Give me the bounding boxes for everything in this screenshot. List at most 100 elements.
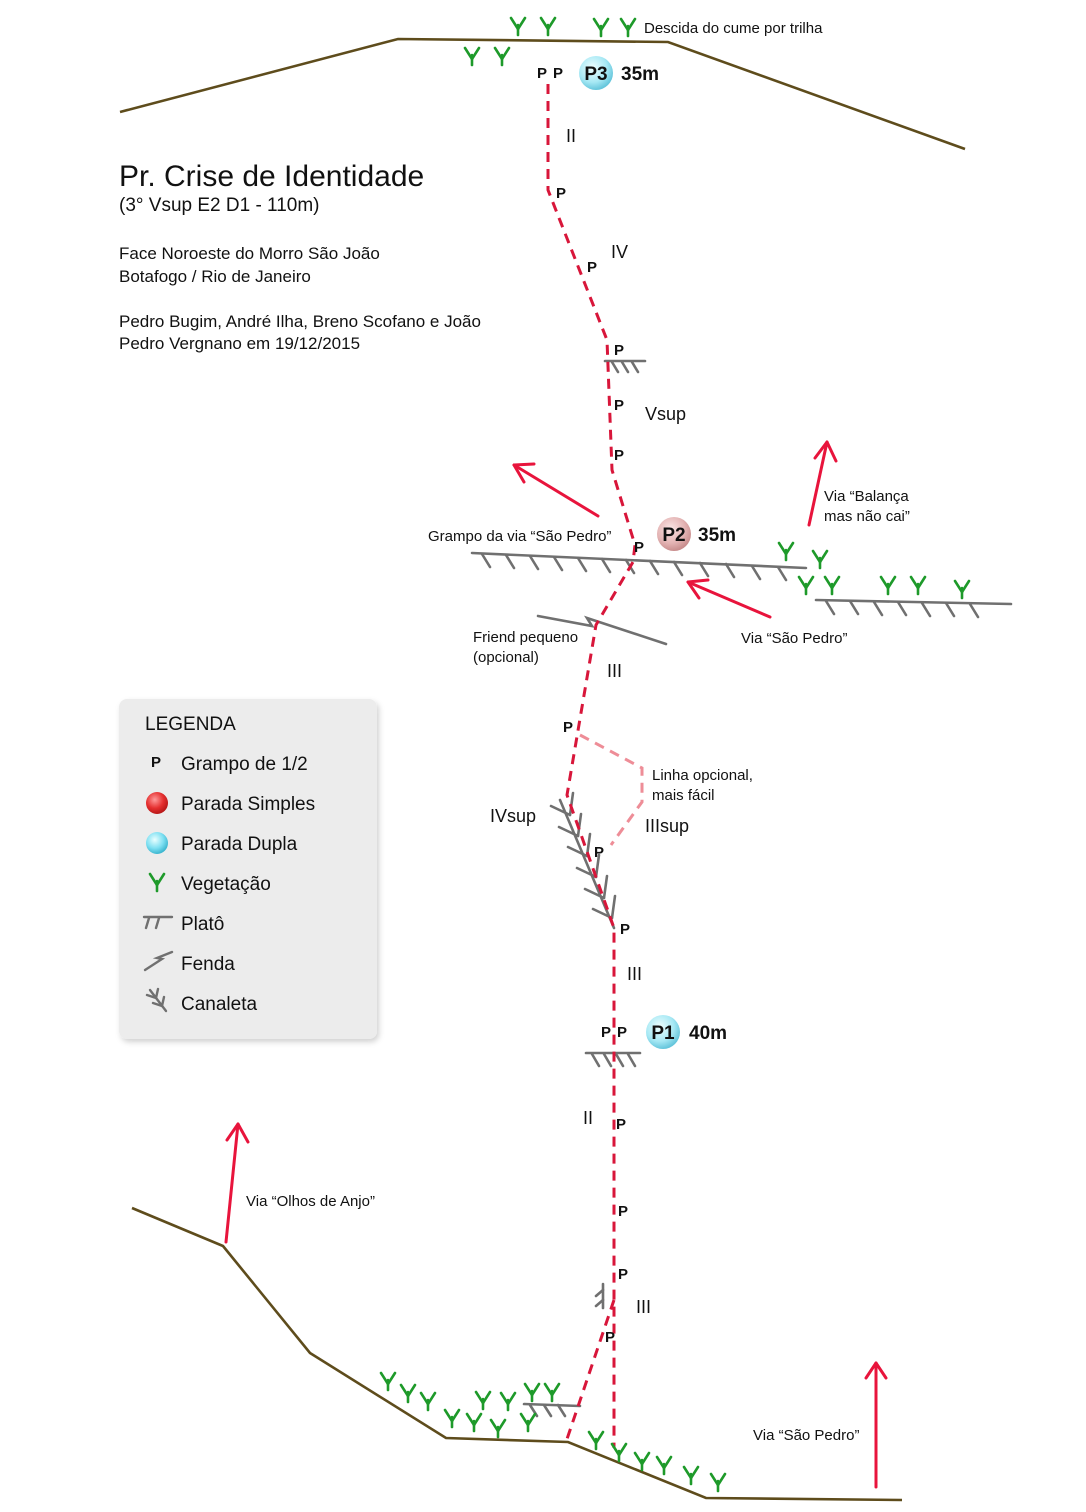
bolts: P P P P P P P P P P P P P P P P P xyxy=(537,65,644,1346)
bolt-marker: P xyxy=(618,1203,628,1220)
vegetation-icon xyxy=(519,1412,537,1433)
vegetation-icon xyxy=(610,1442,628,1463)
double-anchor-icon xyxy=(579,56,613,90)
groove-icon xyxy=(145,987,168,1013)
grade-label: II xyxy=(566,126,576,146)
legend-item-double-anchor: Parada Dupla xyxy=(146,832,298,855)
legend-item-groove: Canaleta xyxy=(145,987,257,1015)
vegetation-icon xyxy=(709,1472,727,1493)
note-balanca-2: mas não cai” xyxy=(824,508,910,525)
ledge-base xyxy=(522,1402,582,1418)
grade-label: IIIsup xyxy=(645,816,689,836)
page-title: Pr. Crise de Identidade xyxy=(119,160,424,193)
bolt-marker: P xyxy=(594,844,604,861)
legend-label: Vegetação xyxy=(181,874,271,895)
bolt-marker: P xyxy=(620,921,630,938)
base-terrain xyxy=(131,1206,903,1502)
bolt-marker: P xyxy=(587,259,597,276)
arrow-sao-pedro-bottom xyxy=(864,1361,888,1489)
note-balanca-1: Via “Balança xyxy=(824,488,909,505)
bolt-marker: P xyxy=(614,342,624,359)
location-line-2: Botafogo / Rio de Janeiro xyxy=(119,267,311,286)
legend-item-bolt: P Grampo de 1/2 xyxy=(151,754,308,775)
vegetation-icon xyxy=(539,16,557,37)
crack-icon xyxy=(143,950,174,972)
bolt-marker: P xyxy=(617,1024,627,1041)
note-sao-pedro-mid: Via “São Pedro” xyxy=(741,630,847,647)
route-optional-line xyxy=(579,733,644,846)
bolt-marker: P xyxy=(601,1024,611,1041)
vegetation-icon xyxy=(619,17,637,38)
legend: LEGENDA P Grampo de 1/2 Parada Simples P… xyxy=(119,699,377,1039)
note-friend-1: Friend pequeno xyxy=(473,629,578,646)
vegetation-icon xyxy=(474,1390,492,1411)
grade-label: IVsup xyxy=(490,806,536,826)
arrow-sao-pedro-mid xyxy=(686,578,772,619)
ledges xyxy=(470,359,1013,1418)
vegetation-icon xyxy=(633,1451,651,1472)
bolt-marker: P xyxy=(563,719,573,736)
bolt-marker: P xyxy=(614,447,624,464)
vegetation-icon xyxy=(465,1412,483,1433)
legend-label: Parada Dupla xyxy=(181,834,298,855)
ledge-right xyxy=(814,598,1013,619)
single-anchor-icon xyxy=(146,792,168,814)
double-anchor-icon xyxy=(646,1015,680,1049)
vegetation-icon xyxy=(543,1382,561,1403)
bolt-marker: P xyxy=(553,65,563,82)
bolt-marker: P xyxy=(614,397,624,414)
authors-line-1: Pedro Bugim, André Ilha, Breno Scofano e… xyxy=(119,312,481,331)
ledge-icon xyxy=(142,915,174,930)
legend-label: Canaleta xyxy=(181,994,257,1015)
grade-label: III xyxy=(627,964,642,984)
arrows xyxy=(224,440,888,1489)
stop-p3-length: 35m xyxy=(621,64,659,85)
legend-label: Parada Simples xyxy=(181,794,315,815)
legend-label: Fenda xyxy=(181,954,235,975)
ledge-upper xyxy=(603,359,647,374)
note-linha-2: mais fácil xyxy=(652,787,715,804)
grade-label: III xyxy=(607,661,622,681)
grade-label: IV xyxy=(611,242,628,262)
vegetation-icon xyxy=(489,1418,507,1439)
vegetation-icon xyxy=(419,1391,437,1412)
note-grampo-sao-pedro: Grampo da via “São Pedro” xyxy=(428,528,611,545)
legend-item-vegetation: Vegetação xyxy=(148,872,271,895)
legend-item-crack: Fenda xyxy=(143,950,235,975)
vegetation-icon xyxy=(909,575,927,596)
vegetation-icon xyxy=(592,17,610,38)
vegetation-icon xyxy=(499,1391,517,1412)
header: Pr. Crise de Identidade (3° Vsup E2 D1 -… xyxy=(119,160,481,353)
vegetation-icon xyxy=(777,541,795,562)
note-friend-2: (opcional) xyxy=(473,649,539,666)
note-linha-1: Linha opcional, xyxy=(652,767,753,784)
vegetation-icon xyxy=(509,16,527,37)
stop-p1-name: P1 xyxy=(651,1023,675,1044)
bolt-marker: P xyxy=(537,65,547,82)
bolt-marker: P xyxy=(616,1116,626,1133)
summit-ridge xyxy=(119,37,966,151)
legend-heading: LEGENDA xyxy=(145,714,236,735)
legend-label: Grampo de 1/2 xyxy=(181,754,308,775)
crack-low xyxy=(594,1282,605,1310)
location-line-1: Face Noroeste do Morro São João xyxy=(119,244,380,263)
stop-p3: P3 35m xyxy=(579,56,659,90)
vegetation-icon xyxy=(953,579,971,600)
legend-label: Platô xyxy=(181,914,224,935)
vegetation-icon xyxy=(655,1455,673,1476)
vegetation-icon xyxy=(493,46,511,67)
route-base-segment xyxy=(564,1299,616,1443)
vegetation xyxy=(379,16,971,1493)
note-olhos-anjo: Via “Olhos de Anjo” xyxy=(246,1193,375,1210)
bolt-marker: P xyxy=(634,539,644,556)
note-sao-pedro-bottom: Via “São Pedro” xyxy=(753,1427,859,1444)
vegetation-icon xyxy=(587,1430,605,1451)
vegetation-icon xyxy=(682,1465,700,1486)
vegetation-icon xyxy=(811,549,829,570)
arrow-balanca xyxy=(807,440,838,527)
legend-item-ledge: Platô xyxy=(142,914,224,935)
single-anchor-icon xyxy=(657,517,691,551)
page-subtitle: (3° Vsup E2 D1 - 110m) xyxy=(119,195,320,216)
